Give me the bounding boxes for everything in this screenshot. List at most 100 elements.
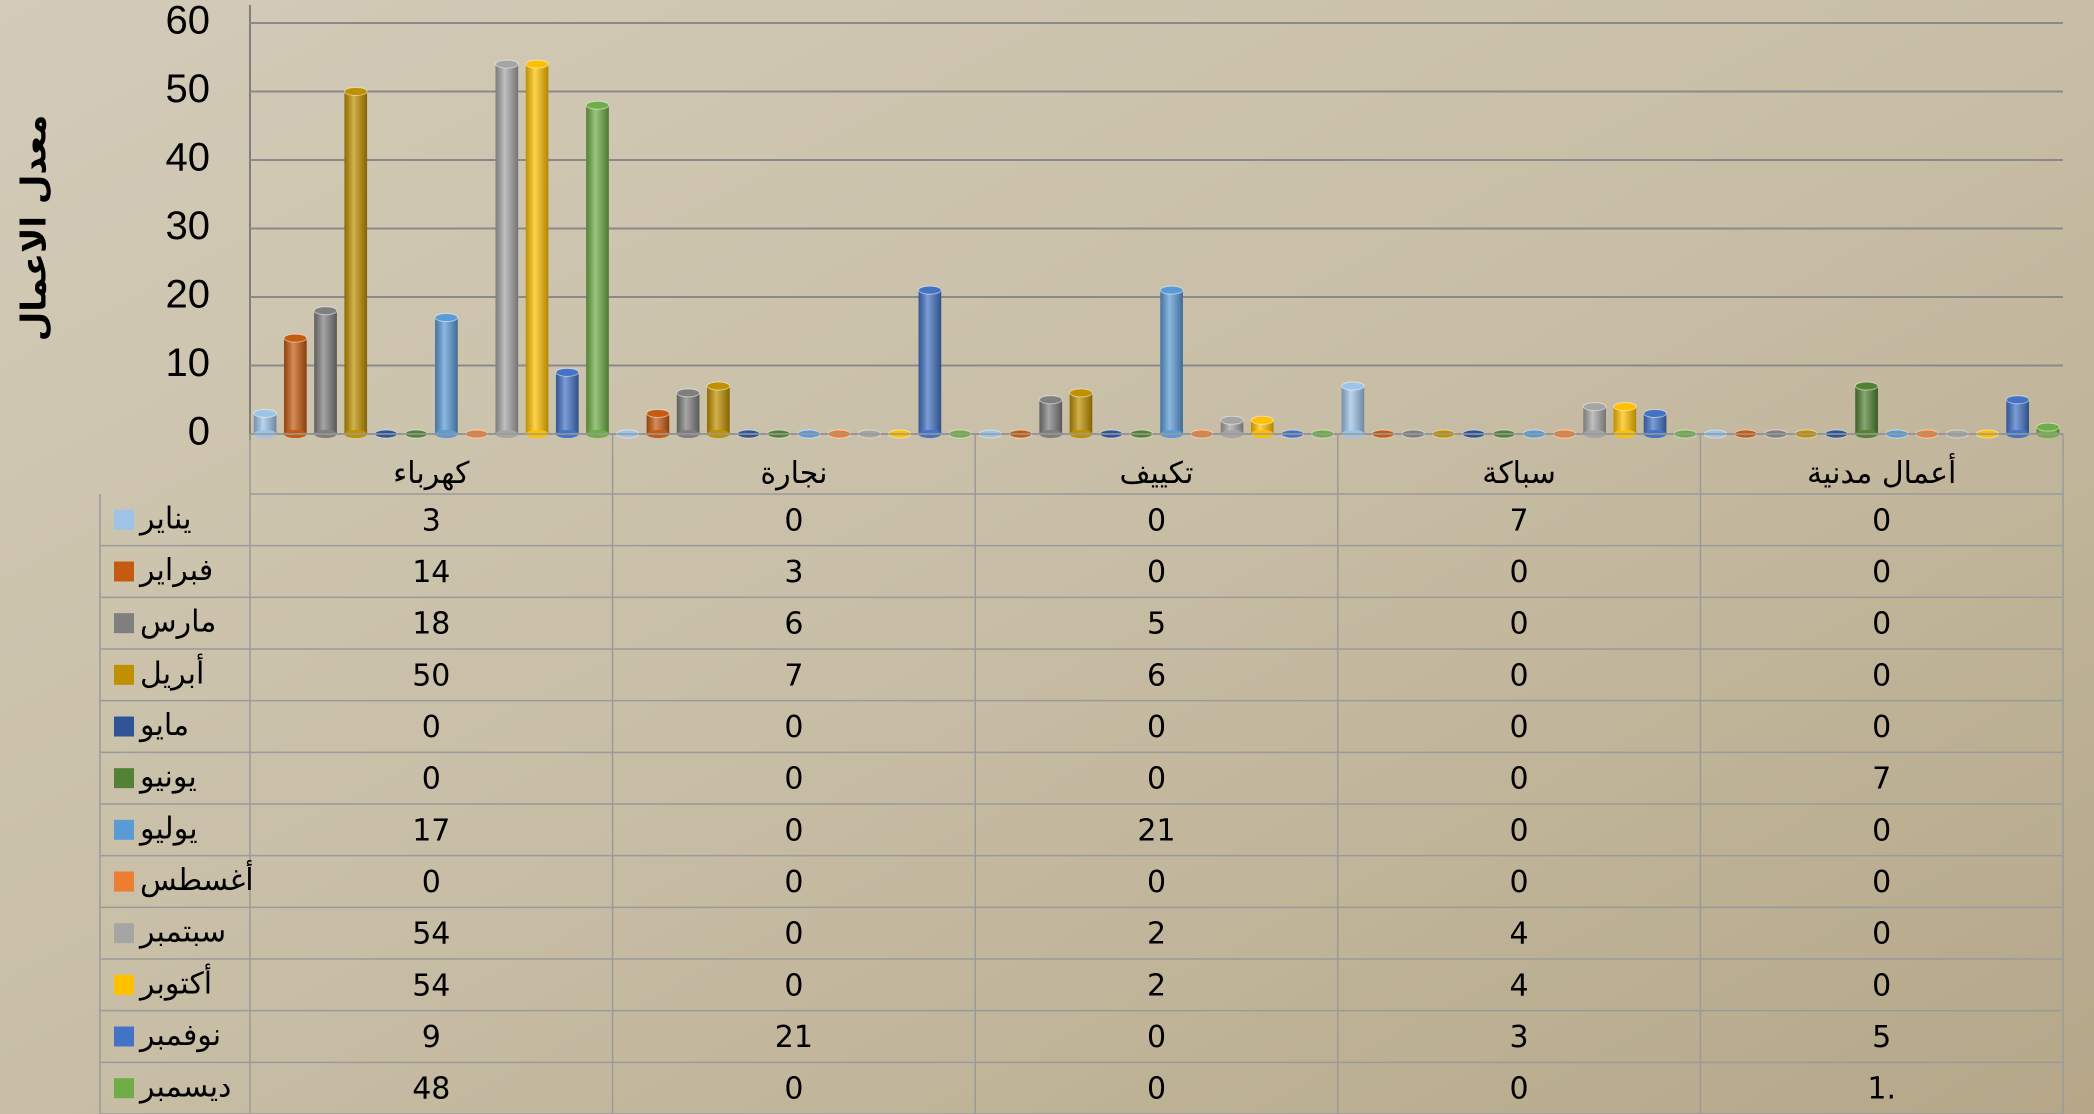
table-cell: 0 bbox=[1147, 1020, 1166, 1055]
table-cell: 5 bbox=[1872, 1020, 1891, 1055]
table-cell: 0 bbox=[1872, 607, 1891, 642]
bar-top bbox=[1220, 415, 1244, 425]
bar-shade bbox=[525, 64, 549, 434]
bar-top bbox=[918, 285, 942, 295]
bar-shade bbox=[1069, 392, 1093, 434]
y-axis-title: معدل الاعمال bbox=[15, 115, 55, 341]
table-cell: 5 bbox=[1147, 607, 1166, 642]
bar-shade bbox=[676, 392, 700, 434]
bar bbox=[585, 100, 610, 438]
table-cell: 3 bbox=[422, 503, 441, 538]
bar bbox=[1038, 395, 1063, 438]
legend-label: مايو bbox=[138, 708, 189, 743]
table-cell: 7 bbox=[784, 658, 803, 693]
table-cell: 21 bbox=[1137, 813, 1175, 848]
bar-shade bbox=[283, 338, 307, 434]
bar-top bbox=[283, 333, 308, 343]
table-cell: 0 bbox=[1510, 762, 1529, 797]
bar-shade bbox=[344, 91, 368, 434]
legend-swatch bbox=[114, 923, 134, 944]
table-cell: 1. bbox=[1867, 1072, 1896, 1107]
legend-swatch bbox=[114, 974, 134, 995]
legend-swatch bbox=[114, 664, 134, 685]
bar-shade bbox=[707, 386, 730, 434]
bar-shade bbox=[1039, 399, 1063, 434]
table-cell: 9 bbox=[422, 1020, 441, 1055]
legend-swatch bbox=[114, 716, 134, 737]
table-cell: 3 bbox=[784, 555, 803, 590]
bar-shade bbox=[435, 317, 458, 434]
y-tick-label: 10 bbox=[166, 341, 211, 385]
table-cell: 21 bbox=[775, 1020, 813, 1055]
bar-top bbox=[1613, 402, 1637, 412]
table-cell: 54 bbox=[412, 968, 450, 1003]
table-cell: 0 bbox=[1872, 917, 1891, 952]
bar-top bbox=[585, 100, 610, 110]
legend-swatch bbox=[114, 613, 134, 634]
bar-shade bbox=[495, 64, 519, 434]
bar-top bbox=[525, 59, 549, 69]
x-tick-label: كهرباء bbox=[393, 456, 470, 491]
bar-top bbox=[555, 367, 580, 377]
bar-shade bbox=[1643, 413, 1667, 434]
y-tick-label: 0 bbox=[188, 410, 210, 454]
bar bbox=[283, 333, 308, 438]
legend-label: يوليو bbox=[138, 811, 198, 846]
y-tick-label: 40 bbox=[166, 136, 211, 180]
table-cell: 0 bbox=[1147, 710, 1166, 745]
bar bbox=[1341, 381, 1365, 438]
bar-shade bbox=[555, 372, 579, 434]
bar bbox=[253, 408, 277, 438]
y-tick-label: 60 bbox=[166, 0, 211, 43]
table-cell: 0 bbox=[784, 865, 803, 900]
legend-swatch bbox=[114, 768, 134, 789]
bar bbox=[918, 285, 942, 438]
x-tick-label: تكييف bbox=[1119, 456, 1193, 491]
bar bbox=[1582, 402, 1607, 438]
bar-shade bbox=[1583, 406, 1606, 434]
table-cell: 3 bbox=[1510, 1020, 1529, 1055]
bar-top bbox=[2036, 422, 2060, 432]
bar-shade bbox=[918, 290, 942, 434]
legend-swatch bbox=[114, 1078, 134, 1099]
legend-swatch bbox=[114, 1026, 134, 1047]
legend-label: يناير bbox=[138, 501, 191, 536]
table-cell: 0 bbox=[1510, 813, 1529, 848]
table-cell: 0 bbox=[784, 917, 803, 952]
bar-top bbox=[1159, 285, 1184, 295]
legend-swatch bbox=[114, 561, 134, 582]
table-cell: 0 bbox=[1147, 503, 1166, 538]
table-cell: 0 bbox=[422, 762, 441, 797]
table-cell: 0 bbox=[1872, 555, 1891, 590]
x-tick-label: أعمال مدنية bbox=[1807, 452, 1956, 491]
table-cell: 7 bbox=[1510, 503, 1529, 538]
table-cell: 14 bbox=[412, 555, 450, 590]
table-cell: 0 bbox=[784, 762, 803, 797]
y-tick-label: 20 bbox=[166, 273, 211, 317]
bar-shade bbox=[1341, 386, 1365, 434]
table-cell: 7 bbox=[1872, 762, 1891, 797]
bar-top bbox=[646, 408, 670, 418]
table-cell: 0 bbox=[784, 503, 803, 538]
legend-swatch bbox=[114, 509, 134, 530]
table-cell: 54 bbox=[412, 917, 450, 952]
bar-top bbox=[434, 313, 459, 323]
bar-top bbox=[1643, 408, 1667, 418]
bar-top bbox=[706, 381, 731, 391]
legend-label: ديسمبر bbox=[138, 1070, 231, 1105]
bar-top bbox=[1854, 381, 1879, 391]
table-cell: 2 bbox=[1147, 917, 1166, 952]
bar bbox=[434, 313, 459, 438]
bar-shade bbox=[586, 105, 609, 434]
legend-label: يونيو bbox=[138, 760, 197, 795]
table-cell: 4 bbox=[1510, 917, 1529, 952]
bar-top bbox=[313, 306, 338, 316]
table-cell: 0 bbox=[1872, 710, 1891, 745]
table-cell: 0 bbox=[1510, 607, 1529, 642]
legend-label: أكتوبر bbox=[138, 962, 212, 1001]
bar bbox=[1069, 388, 1093, 438]
bar bbox=[555, 367, 580, 438]
